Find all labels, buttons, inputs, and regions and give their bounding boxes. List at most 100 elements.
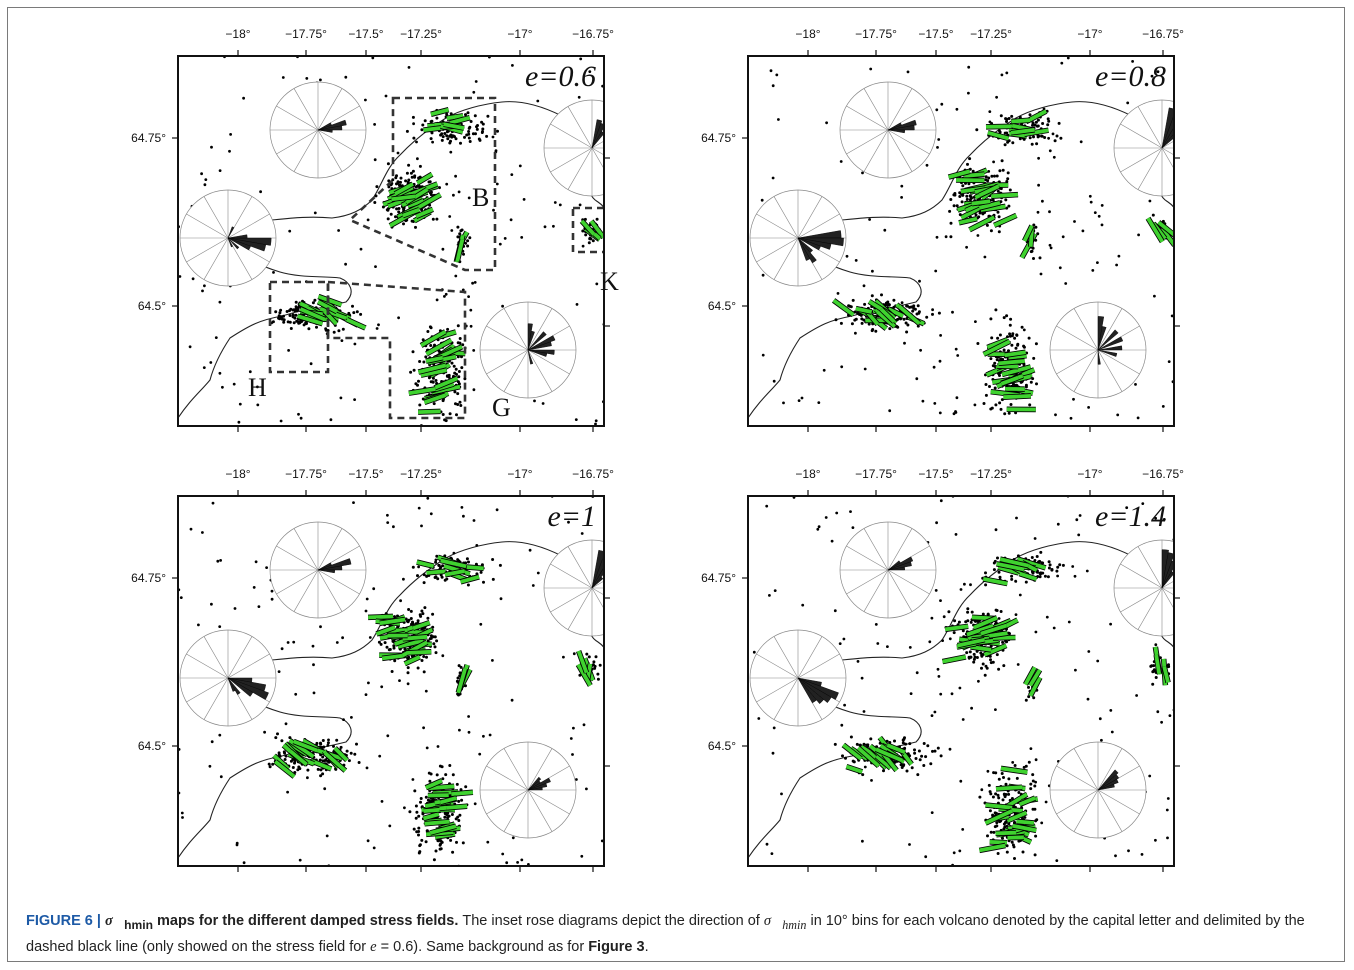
caption-body-3: = 0.6). Same background as for bbox=[376, 938, 589, 955]
seismic-event bbox=[272, 271, 275, 274]
seismic-event bbox=[1033, 123, 1037, 127]
seismic-event bbox=[1150, 74, 1154, 78]
seismic-event bbox=[1056, 522, 1060, 526]
seismic-event bbox=[433, 343, 436, 347]
seismic-event bbox=[460, 366, 464, 370]
seismic-event bbox=[189, 527, 193, 531]
seismic-event bbox=[292, 321, 296, 325]
stress-bar bbox=[998, 359, 1025, 366]
seismic-event bbox=[771, 84, 775, 88]
stress-bar bbox=[420, 368, 447, 378]
seismic-event bbox=[975, 128, 979, 132]
seismic-event bbox=[972, 660, 976, 664]
seismic-event bbox=[874, 623, 878, 626]
seismic-event bbox=[528, 548, 532, 552]
seismic-event bbox=[1009, 317, 1013, 321]
seismic-event bbox=[939, 692, 943, 696]
seismic-event bbox=[436, 745, 440, 748]
seismic-event bbox=[460, 798, 464, 802]
seismic-event bbox=[574, 418, 578, 421]
seismic-event bbox=[435, 116, 439, 120]
stress-bar bbox=[1023, 666, 1037, 686]
seismic-event bbox=[1039, 550, 1043, 554]
stress-bar bbox=[887, 307, 904, 318]
seismic-event bbox=[1018, 593, 1022, 597]
seismic-event bbox=[1032, 257, 1035, 260]
seismic-event bbox=[1044, 800, 1048, 804]
seismic-event bbox=[396, 180, 400, 184]
seismic-event bbox=[994, 708, 997, 711]
seismic-event bbox=[315, 741, 319, 745]
rose-petal bbox=[227, 237, 251, 251]
stress-bar bbox=[443, 122, 465, 130]
seismic-event bbox=[431, 625, 435, 629]
seismic-event bbox=[399, 180, 402, 184]
seismic-event bbox=[1140, 853, 1144, 856]
rose-petal bbox=[591, 131, 604, 149]
seismic-event bbox=[399, 176, 403, 180]
seismic-event bbox=[1064, 282, 1068, 285]
seismic-event bbox=[1030, 142, 1034, 146]
seismic-event bbox=[965, 194, 969, 198]
seismic-event bbox=[422, 573, 426, 577]
seismic-event bbox=[984, 583, 988, 587]
seismic-event bbox=[892, 305, 896, 309]
seismic-event bbox=[1033, 853, 1037, 857]
seismic-event bbox=[553, 201, 557, 204]
seismic-event bbox=[964, 620, 968, 624]
seismic-event bbox=[1005, 71, 1009, 75]
seismic-event bbox=[191, 277, 195, 281]
seismic-event bbox=[392, 644, 396, 648]
seismic-event bbox=[377, 640, 381, 644]
seismic-event bbox=[449, 112, 453, 116]
seismic-event bbox=[415, 810, 419, 814]
seismic-event bbox=[471, 281, 474, 285]
seismic-event bbox=[980, 653, 984, 657]
seismic-event bbox=[387, 648, 391, 652]
seismic-event bbox=[445, 112, 449, 116]
seismic-event bbox=[989, 317, 993, 321]
stress-bar bbox=[879, 307, 896, 324]
seismic-event bbox=[429, 193, 433, 197]
seismic-event bbox=[312, 691, 316, 695]
rose-diagram-G bbox=[479, 301, 577, 399]
seismic-event bbox=[1034, 342, 1038, 346]
seismic-event bbox=[201, 289, 204, 293]
seismic-event bbox=[953, 619, 957, 623]
seismic-event bbox=[594, 422, 597, 426]
seismic-event bbox=[332, 330, 336, 334]
seismic-event bbox=[996, 210, 1000, 214]
rose-diagram-G bbox=[479, 741, 577, 839]
seismic-event bbox=[974, 320, 977, 323]
seismic-event bbox=[421, 338, 425, 342]
seismic-event bbox=[520, 236, 524, 239]
volcano-region-outline bbox=[326, 280, 467, 420]
seismic-event bbox=[462, 252, 465, 256]
seismic-event bbox=[380, 685, 384, 689]
seismic-event bbox=[416, 619, 420, 623]
seismic-event bbox=[491, 135, 495, 139]
seismic-event bbox=[439, 839, 443, 843]
seismic-event bbox=[999, 187, 1003, 191]
stress-bar bbox=[983, 643, 1008, 657]
seismic-event bbox=[1087, 650, 1091, 653]
rose-diagram-H bbox=[179, 629, 277, 727]
seismic-event bbox=[1056, 565, 1060, 569]
seismic-event bbox=[451, 773, 455, 777]
seismic-event bbox=[364, 609, 368, 613]
seismic-event bbox=[434, 849, 438, 853]
seismic-event bbox=[1079, 140, 1083, 144]
seismic-event bbox=[771, 751, 775, 755]
seismic-event bbox=[1034, 225, 1038, 229]
seismic-event bbox=[1167, 360, 1171, 363]
seismic-event bbox=[367, 681, 370, 685]
stress-bar bbox=[985, 124, 1014, 129]
map-frame bbox=[177, 495, 605, 867]
seismic-event bbox=[423, 606, 427, 610]
seismic-event bbox=[1100, 204, 1104, 207]
seismic-event bbox=[976, 234, 980, 237]
rose-petal bbox=[797, 677, 817, 704]
stress-bar bbox=[1154, 654, 1161, 674]
seismic-event bbox=[949, 198, 953, 201]
seismic-event bbox=[961, 193, 965, 197]
